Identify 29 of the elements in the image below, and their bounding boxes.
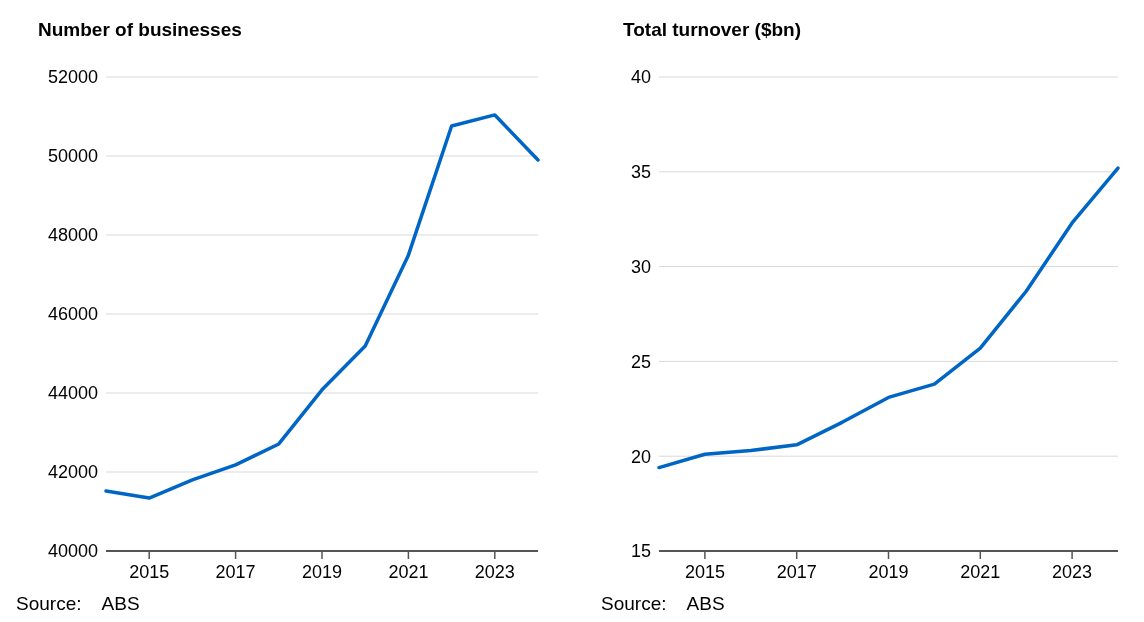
line-series: [657, 166, 1120, 470]
y-tick-label: 35: [630, 162, 651, 183]
x-tick-label: 2023: [474, 562, 515, 582]
x-tick-label: 2019: [301, 562, 343, 582]
y-tick-label: 44000: [47, 383, 98, 404]
y-tick-label: 30: [630, 256, 651, 277]
y-tick-label: 42000: [47, 462, 98, 483]
y-tick-label: 15: [630, 541, 651, 562]
y-tick-label: 25: [630, 351, 651, 372]
x-tick-label: 2015: [684, 562, 725, 582]
y-tick-label: 40: [630, 67, 651, 88]
y-tick-label: 48000: [47, 225, 98, 246]
x-tick-label: 2023: [1052, 562, 1093, 582]
x-tick-label: 2019: [868, 562, 909, 582]
y-tick-label: 20: [630, 446, 651, 467]
x-tick-label: 2021: [960, 562, 1001, 582]
y-tick-label: 50000: [47, 146, 98, 167]
chart-title: Total turnover ($bn): [623, 19, 802, 40]
source-note: Source: ABS: [16, 593, 140, 614]
x-tick-label: 2015: [129, 562, 170, 582]
x-tick-label: 2017: [215, 562, 256, 582]
y-tick-label: 40000: [47, 541, 98, 562]
x-tick-label: 2017: [776, 562, 817, 582]
line-series: [104, 113, 540, 500]
source-note: Source: ABS: [601, 593, 725, 614]
x-tick-label: 2021: [388, 562, 429, 582]
y-tick-label: 52000: [47, 67, 98, 88]
chart-title: Number of businesses: [38, 19, 242, 40]
y-tick-label: 46000: [47, 304, 98, 325]
